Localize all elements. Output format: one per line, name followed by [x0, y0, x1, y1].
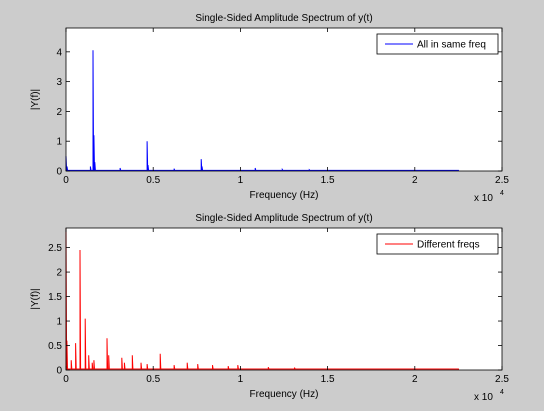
top-legend-box	[376, 33, 499, 55]
bottom-y-tick-label: 1	[56, 317, 62, 328]
bottom-plot-frame	[65, 227, 503, 371]
bottom-y-tick-label: 1.5	[48, 292, 62, 303]
top-y-tick-label: 1	[56, 137, 62, 148]
bottom-legend: Different freqs	[376, 233, 499, 255]
bottom-y-tick-label: 2.5	[48, 243, 62, 254]
bottom-series-line	[65, 227, 459, 370]
top-x-tick-label: 2.5	[495, 175, 509, 186]
bottom-x-tick-label: 2	[412, 374, 418, 385]
top-y-tick-label: 4	[56, 47, 62, 58]
top-y-axis-label: |Y(f)|	[30, 89, 41, 110]
top-x-axis-label: Frequency (Hz)	[250, 190, 319, 201]
top-series-line	[65, 50, 459, 171]
bottom-legend-label: Different freqs	[417, 240, 480, 251]
top-axes: Single-Sided Amplitude Spectrum of y(t) …	[30, 13, 509, 204]
bottom-x-ticks: 0 0.5 1 1.5 2 2.5	[63, 228, 509, 385]
bottom-y-tick-label: 2	[56, 268, 62, 279]
bottom-x-tick-label: 0.5	[146, 374, 160, 385]
bottom-x-exponent-base: x 10	[474, 392, 493, 403]
bottom-y-ticks: 0 0.5 1 1.5 2 2.5	[48, 243, 502, 377]
top-y-tick-label: 0	[56, 167, 62, 178]
top-plot-frame	[65, 27, 503, 172]
bottom-x-exponent-power: 4	[500, 389, 504, 396]
bottom-x-exponent: x 10 4	[474, 389, 504, 403]
bottom-y-tick-label: 0.5	[48, 341, 62, 352]
bottom-x-axis-label: Frequency (Hz)	[250, 389, 319, 400]
bottom-x-tick-label: 1	[238, 374, 244, 385]
bottom-legend-box	[376, 233, 499, 255]
top-x-tick-label: 1	[238, 175, 244, 186]
top-chart-title: Single-Sided Amplitude Spectrum of y(t)	[195, 13, 372, 24]
top-legend-label: All in same freq	[417, 40, 486, 51]
top-y-ticks: 0 1 2 3 4	[56, 47, 502, 178]
top-x-ticks: 0 0.5 1 1.5 2 2.5	[63, 28, 509, 186]
top-x-exponent-base: x 10	[474, 193, 493, 204]
bottom-y-tick-label: 0	[56, 366, 62, 377]
top-y-tick-label: 3	[56, 77, 62, 88]
bottom-axes: Single-Sided Amplitude Spectrum of y(t) …	[30, 213, 509, 403]
top-x-tick-label: 0.5	[146, 175, 160, 186]
bottom-x-tick-label: 1.5	[321, 374, 335, 385]
bottom-x-tick-label: 2.5	[495, 374, 509, 385]
bottom-chart-title: Single-Sided Amplitude Spectrum of y(t)	[195, 213, 372, 224]
top-legend: All in same freq	[376, 33, 499, 55]
bottom-x-tick-label: 0	[63, 374, 69, 385]
top-y-tick-label: 2	[56, 107, 62, 118]
top-x-exponent: x 10 4	[474, 190, 504, 204]
bottom-y-axis-label: |Y(f)|	[30, 288, 41, 309]
top-x-tick-label: 1.5	[321, 175, 335, 186]
top-x-tick-label: 2	[412, 175, 418, 186]
top-x-tick-label: 0	[63, 175, 69, 186]
top-x-exponent-power: 4	[500, 190, 504, 197]
